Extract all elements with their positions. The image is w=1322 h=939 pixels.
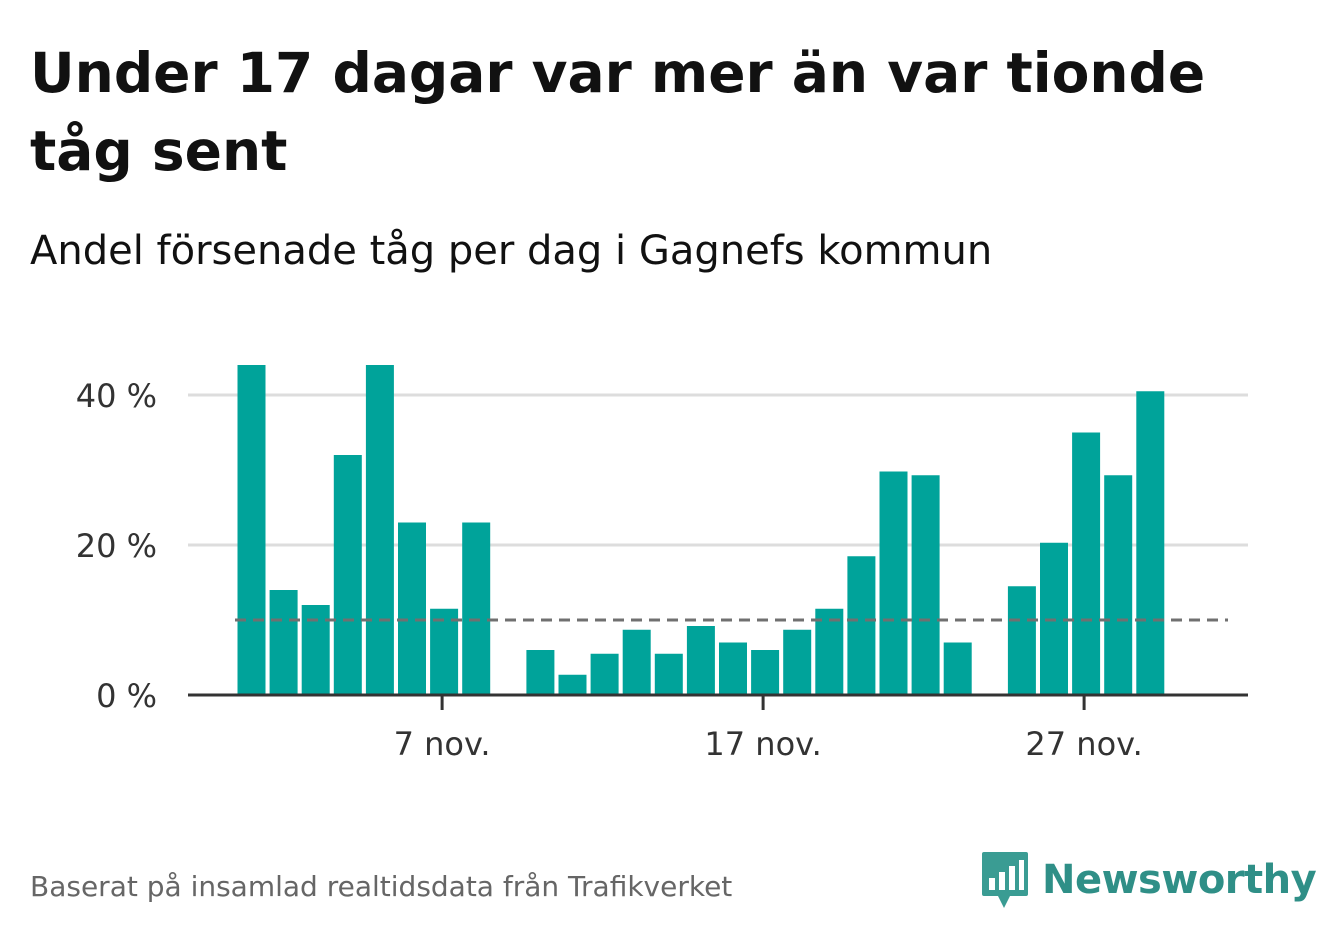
- bar: [590, 653, 619, 695]
- bar: [462, 522, 491, 695]
- bar: [1104, 475, 1133, 695]
- bar: [719, 642, 747, 695]
- bar: [1007, 586, 1036, 695]
- bar: [879, 471, 908, 695]
- brand-name: Newsworthy: [1042, 857, 1317, 903]
- newsworthy-logo: Newsworthy: [980, 848, 1317, 912]
- bar: [783, 629, 812, 695]
- y-tick-label: 40 %: [76, 377, 157, 415]
- source-note: Baserat på insamlad realtidsdata från Tr…: [30, 870, 733, 903]
- bar: [1072, 432, 1101, 695]
- bar: [237, 365, 266, 695]
- bar: [333, 455, 362, 695]
- bar: [847, 556, 876, 695]
- y-tick-label: 20 %: [76, 527, 157, 565]
- bar: [751, 650, 780, 695]
- bar: [558, 674, 587, 695]
- bar: [430, 608, 459, 695]
- bar-chart: 0 % 20 % 40 % 7 nov. 17 nov. 27 nov.: [76, 365, 1248, 763]
- bar: [943, 642, 972, 695]
- chart-title: Under 17 dagar var mer än var tionde tåg…: [30, 41, 1206, 183]
- bar: [398, 522, 426, 695]
- x-tick-label: 7 nov.: [394, 725, 491, 763]
- bar: [526, 650, 555, 695]
- bar: [365, 365, 394, 695]
- chart-subtitle: Andel försenade tåg per dag i Gagnefs ko…: [30, 228, 993, 274]
- x-tick-label: 17 nov.: [704, 725, 821, 763]
- bar: [654, 653, 683, 695]
- bar: [1136, 391, 1165, 695]
- bar: [815, 608, 844, 695]
- bar: [269, 590, 298, 695]
- bar: [911, 475, 940, 695]
- bar: [686, 626, 715, 695]
- bar-chart-speech-icon: [982, 852, 1028, 908]
- x-tick-label: 27 nov.: [1025, 725, 1142, 763]
- y-tick-label: 0 %: [96, 677, 157, 715]
- bar: [622, 629, 651, 695]
